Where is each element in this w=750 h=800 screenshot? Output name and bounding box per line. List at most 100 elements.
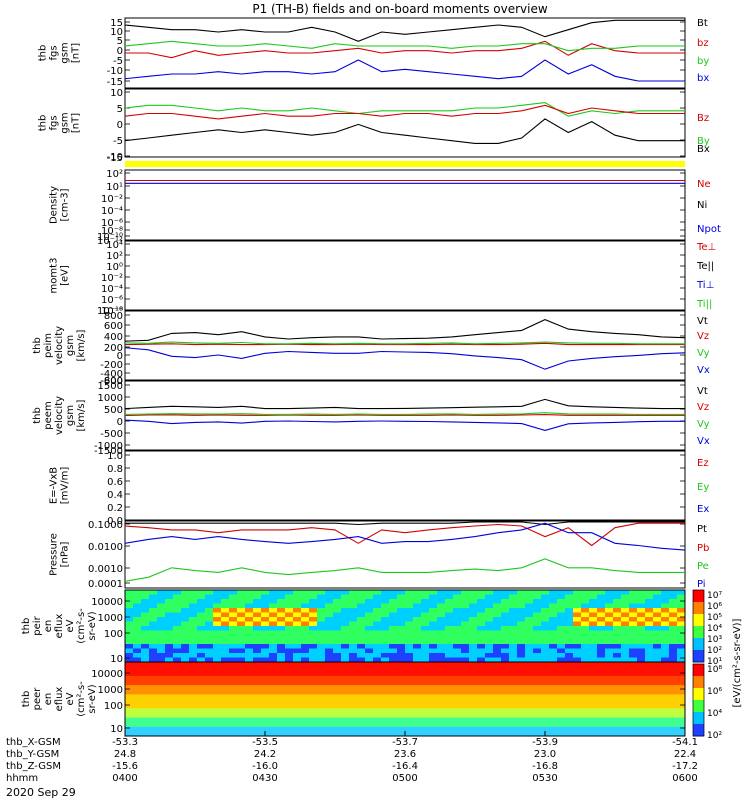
y-tick-label: -15	[107, 77, 123, 88]
colorbar-tick-label: 10⁶	[707, 687, 722, 697]
x-tick-label: 23.6	[394, 749, 416, 760]
series-line-Vt	[125, 399, 685, 408]
y-tick-label: -5	[113, 136, 123, 147]
legend-Te⊥: Te⊥	[696, 242, 716, 253]
legend-bz: bz	[697, 38, 709, 49]
panel-ylabel: thbpeemvelocitygsm[km/s]	[32, 396, 87, 435]
panel-7: 0.00.20.40.60.81.0E=-VxB[mV/m]EzEyEx	[49, 451, 710, 527]
y-tick-label: 10000	[91, 597, 123, 608]
date-label: 2020 Sep 29	[6, 786, 76, 799]
x-tick-label: 22.4	[674, 749, 696, 760]
y-tick-label: 1.0	[107, 451, 123, 462]
y-tick-label: 10¹	[106, 182, 123, 193]
y-tick-label: 10⁻²	[101, 273, 123, 284]
y-tick-label: 10	[110, 724, 123, 735]
panel-3: 10² 10¹10⁻²10⁻⁴10⁻⁶10⁻⁸10⁻¹⁰10⁻¹² Density[…	[49, 169, 721, 247]
legend-Vy: Vy	[697, 348, 710, 359]
colorbar-label: [eV/(cm²-s-sr-eV)]	[732, 618, 743, 707]
series-line-bx	[125, 60, 685, 81]
panel-5: 8006004002000-200-400-600-800 thbpeimvelo…	[32, 311, 710, 387]
y-tick-label: -500	[100, 429, 123, 440]
colorbar-tick-label: 10³	[707, 635, 722, 645]
legend-Vz: Vz	[697, 331, 709, 342]
legend-Ti||: Ti||	[696, 299, 712, 310]
series-line-Pb	[125, 523, 685, 545]
panel-ylabel: thbfgsgsm[nT]	[38, 42, 82, 63]
y-tick-label: 0.2	[107, 503, 123, 514]
legend-Vx: Vx	[697, 436, 710, 447]
y-tick-label: 10	[110, 654, 123, 665]
x-tick-label: -54.1	[672, 737, 698, 748]
colorbar-tick-label: 10⁴	[707, 624, 722, 634]
legend-Bz: Bz	[697, 113, 709, 124]
y-tick-label: 0.0001	[88, 579, 123, 590]
series-line-Bx	[125, 119, 685, 143]
y-tick-label: 10⁴	[106, 240, 123, 251]
panel-ylabel: momt3[eV]	[49, 258, 71, 294]
x-row-label: thb_Y-GSM	[6, 749, 59, 760]
y-tick-label: 0.0100	[88, 542, 123, 553]
legend-Ez: Ez	[697, 458, 709, 469]
panel-ylabel: thbpeimvelocitygsm[km/s]	[32, 326, 87, 365]
panel-1: 151050-5-10-15thbfgsgsm[nT]Btbzbybx	[38, 18, 710, 88]
legend-Ne: Ne	[697, 179, 711, 190]
x-tick-label: 0500	[392, 773, 417, 784]
legend-Vt: Vt	[697, 386, 708, 397]
x-tick-label: 0600	[672, 773, 697, 784]
x-tick-label: -16.4	[392, 761, 418, 772]
legend-Vz: Vz	[697, 402, 709, 413]
y-tick-label: 10⁻⁴	[101, 206, 123, 217]
series-line-Pe	[125, 559, 685, 581]
legend-Pi: Pi	[697, 579, 706, 590]
x-row-label: thb_X-GSM	[6, 737, 61, 748]
y-tick-label: 600	[104, 321, 123, 332]
x-tick-label: -53.7	[392, 737, 418, 748]
panel-ylabel: Density[cm-3]	[49, 186, 71, 224]
series-line-Pt	[125, 522, 685, 525]
legend-Vt: Vt	[697, 316, 708, 327]
x-axis-block: thb_X-GSMthb_Y-GSMthb_Z-GSMhhmm-53.324.8…	[6, 731, 698, 784]
y-tick-label: 0.8	[107, 464, 123, 475]
legend-Bt: Bt	[697, 18, 708, 29]
x-tick-label: 0530	[532, 773, 557, 784]
y-tick-label: 10000	[91, 669, 123, 680]
legend-Pt: Pt	[697, 524, 707, 535]
legend-Pb: Pb	[697, 543, 709, 554]
panel-ylabel: Pressure[nPa]	[49, 533, 71, 576]
series-line-Vx	[125, 420, 685, 430]
x-tick-label: 24.8	[114, 749, 136, 760]
series-line-Pi	[125, 523, 685, 550]
legend-Bx: Bx	[697, 144, 710, 155]
colorbar-tick-label: 10²	[707, 646, 722, 656]
yellow-status-bar	[125, 161, 685, 167]
y-tick-label: 1000	[98, 685, 123, 696]
panel-ylabel: thbpeerenefluxeV(cm²-s-sr-eV)	[21, 681, 98, 717]
y-tick-label: 10⁻²	[101, 194, 123, 205]
colorbar-tick-label: 10⁶	[707, 602, 722, 612]
series-line-bz	[125, 41, 685, 57]
x-tick-label: 0400	[112, 773, 137, 784]
y-tick-label: 0.1000	[88, 520, 123, 531]
y-tick-label: 0.6	[107, 477, 123, 488]
series-line-Bt	[125, 20, 685, 41]
panel-9: 10⁷10⁶10⁵10⁴10³10²10¹ 10000 1000 100 10 thbpe…	[21, 590, 722, 667]
series-line-Vy	[125, 342, 685, 344]
colorbar-tick-label: 10⁸	[707, 665, 722, 675]
y-tick-label: 0	[117, 417, 123, 428]
x-tick-label: -16.0	[252, 761, 278, 772]
panel-2: 10 5 0 -5 -10-15 thbfgsgsm[nT] By Bz Bx	[38, 88, 710, 164]
y-tick-label: 0.4	[107, 490, 123, 501]
legend-Ti⊥: Ti⊥	[696, 280, 714, 291]
y-tick-label: 1000	[98, 613, 123, 624]
chart-title: P1 (TH-B) fields and on-board moments ov…	[252, 2, 548, 16]
legend-Ex: Ex	[697, 504, 709, 515]
y-tick-label: 10⁰	[106, 262, 123, 273]
legend-bx: bx	[697, 73, 709, 84]
panel-ylabel: thbfgsgsm[nT]	[38, 112, 82, 133]
panel-ylabel: thbpeirenefluxeV(cm²-s-sr-eV)	[21, 608, 98, 644]
colorbar-tick-label: 10⁵	[707, 613, 722, 623]
panels-group: 151050-5-10-15thbfgsgsm[nT]Btbzbybx1050-…	[21, 18, 743, 741]
y-tick-label: 5	[117, 104, 123, 115]
x-tick-label: -15.6	[112, 761, 138, 772]
x-tick-label: -53.3	[112, 737, 138, 748]
